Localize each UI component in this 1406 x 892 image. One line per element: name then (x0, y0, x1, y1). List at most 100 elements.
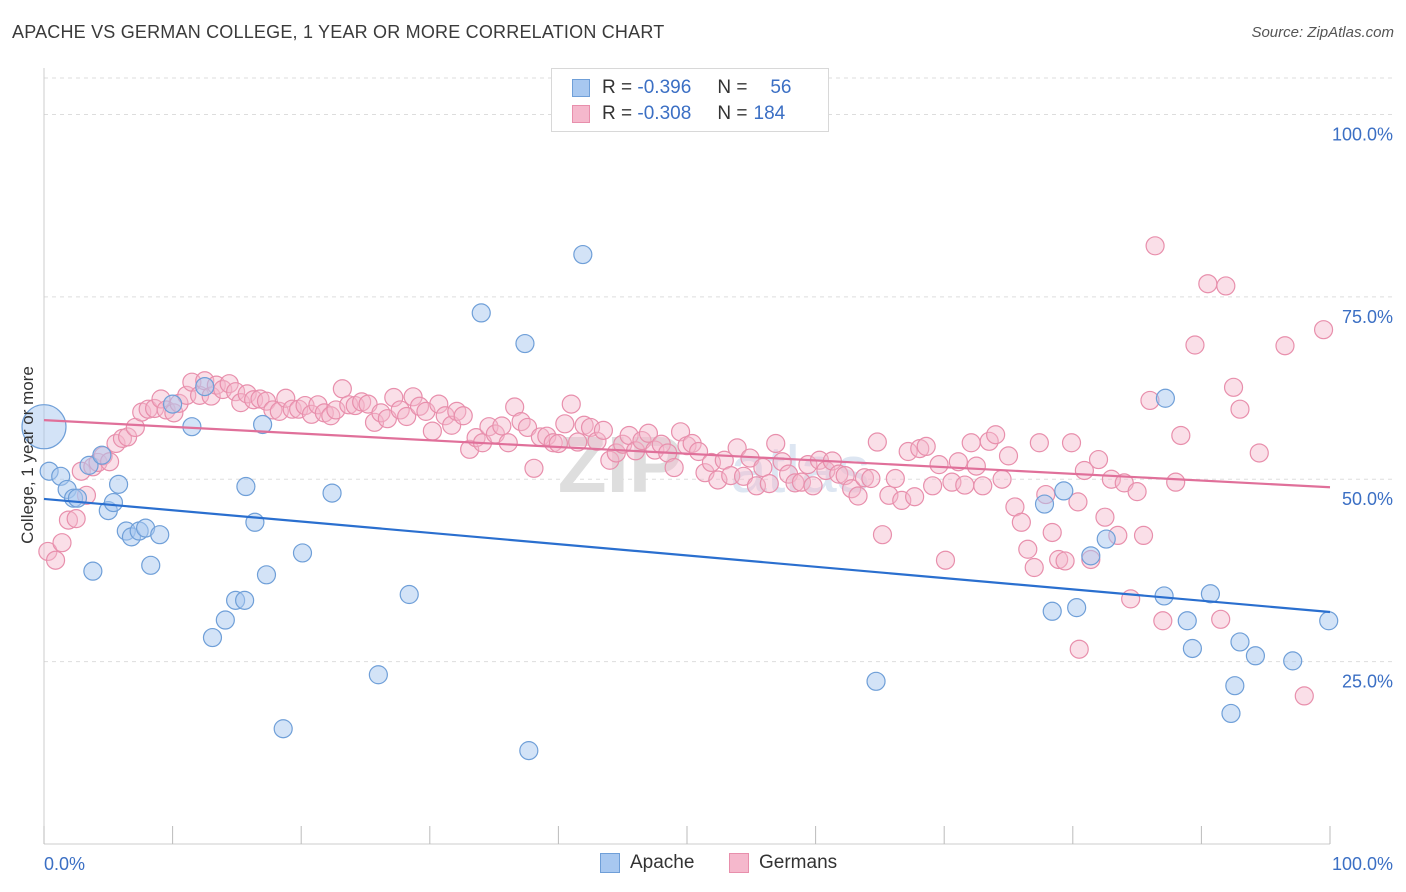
germans-point (326, 400, 346, 420)
germans-legend-swatch (729, 853, 749, 873)
germans-points (38, 236, 1334, 706)
germans-legend-label: Germans (759, 852, 838, 873)
germans-point (879, 485, 899, 505)
apache-point (141, 555, 161, 575)
apache-point (519, 741, 539, 761)
germans-point (226, 382, 246, 402)
apache-point (256, 565, 277, 585)
germans-point (973, 476, 993, 496)
germans-point (1313, 320, 1334, 340)
apache-point (163, 394, 183, 414)
germans-point (600, 450, 620, 470)
apache-point (1230, 632, 1250, 652)
apache-point (195, 376, 215, 397)
apache-point (273, 719, 293, 739)
germans-point (1024, 557, 1044, 578)
germans-point (929, 455, 949, 475)
germans-point (905, 487, 925, 507)
apache-point (866, 671, 886, 691)
x-tick-label-min: 0.0% (44, 854, 85, 874)
germans-point (1049, 549, 1069, 570)
germans-point (1069, 639, 1089, 659)
apache-points (21, 244, 1339, 761)
germans-point (1275, 336, 1295, 356)
apache-point (83, 561, 103, 581)
y-tick-label: 50.0% (1342, 489, 1393, 509)
apache-point (103, 492, 124, 513)
germans-point (429, 394, 449, 414)
germans-point (1011, 512, 1031, 532)
apache-point (1096, 529, 1116, 549)
apache-point (21, 404, 67, 450)
apache-point (67, 488, 88, 508)
apache-swatch (572, 79, 590, 97)
germans-point (961, 433, 981, 453)
germans-point (587, 431, 607, 451)
legend-item-germans[interactable]: Germans (729, 852, 837, 874)
germans-point (1185, 335, 1205, 355)
germans-point (992, 469, 1012, 489)
germans-point (1145, 236, 1165, 256)
x-tick-label-max: 100.0% (1332, 854, 1393, 874)
germans-point (708, 470, 728, 490)
apache-r-label: R = (602, 77, 633, 98)
germans-n-label: N = (717, 103, 748, 124)
apache-point (292, 543, 313, 563)
germans-point (332, 379, 352, 399)
germans-point (555, 414, 575, 434)
germans-point (1223, 377, 1244, 397)
germans-point (289, 399, 309, 419)
axes (43, 68, 1331, 845)
germans-swatch (572, 105, 590, 123)
germans-point (1055, 551, 1075, 571)
germans-point (948, 452, 968, 472)
tick-labels: 25.0% 50.0% 75.0% 100.0% 0.0% 100.0% (44, 124, 1393, 874)
germans-point (885, 468, 905, 489)
apache-point (150, 525, 170, 545)
germans-point (803, 476, 823, 496)
germans-point (397, 406, 417, 427)
apache-point (322, 483, 342, 503)
germans-r-value: -0.308 (637, 103, 692, 124)
chart-title: APACHE VS GERMAN COLLEGE, 1 YEAR OR MORE… (12, 22, 665, 42)
germans-point (966, 456, 986, 476)
germans-point (1121, 589, 1141, 609)
germans-point (1133, 525, 1154, 546)
legend-series: Apache Germans (0, 852, 1406, 878)
germans-r-label: R = (602, 103, 633, 124)
germans-point (453, 406, 473, 426)
germans-point (276, 388, 296, 408)
apache-point (368, 665, 388, 685)
germans-point (772, 452, 792, 472)
germans-point (753, 457, 773, 478)
germans-point (1061, 433, 1082, 453)
germans-point (593, 420, 614, 440)
apache-point (236, 476, 256, 497)
apache-point (202, 627, 223, 648)
trend-lines (43, 419, 1331, 614)
germans-trend-line (43, 419, 1331, 489)
germans-point (923, 476, 943, 496)
germans-point (632, 430, 652, 451)
germans-point (986, 425, 1006, 445)
germans-point (1088, 449, 1109, 470)
apache-n-value: 56 (770, 77, 792, 98)
apache-trend-line (43, 497, 1331, 614)
apache-point (253, 414, 273, 435)
apache-point (108, 474, 129, 494)
apache-point (1221, 703, 1241, 724)
germans-point (52, 533, 72, 553)
germans-point (263, 400, 283, 420)
germans-point (409, 396, 430, 416)
germans-point (829, 464, 849, 484)
apache-point (92, 445, 112, 465)
legend-item-apache[interactable]: Apache (600, 852, 694, 874)
apache-point (515, 333, 535, 354)
germans-point (561, 394, 581, 414)
apache-legend-label: Apache (630, 852, 695, 873)
germans-point (1127, 482, 1147, 502)
germans-point (492, 416, 512, 436)
y-axis-label: College, 1 year or more (18, 366, 37, 544)
apache-point (215, 610, 235, 630)
legend-row-apache: R = -0.396 N = 56 (572, 75, 792, 101)
